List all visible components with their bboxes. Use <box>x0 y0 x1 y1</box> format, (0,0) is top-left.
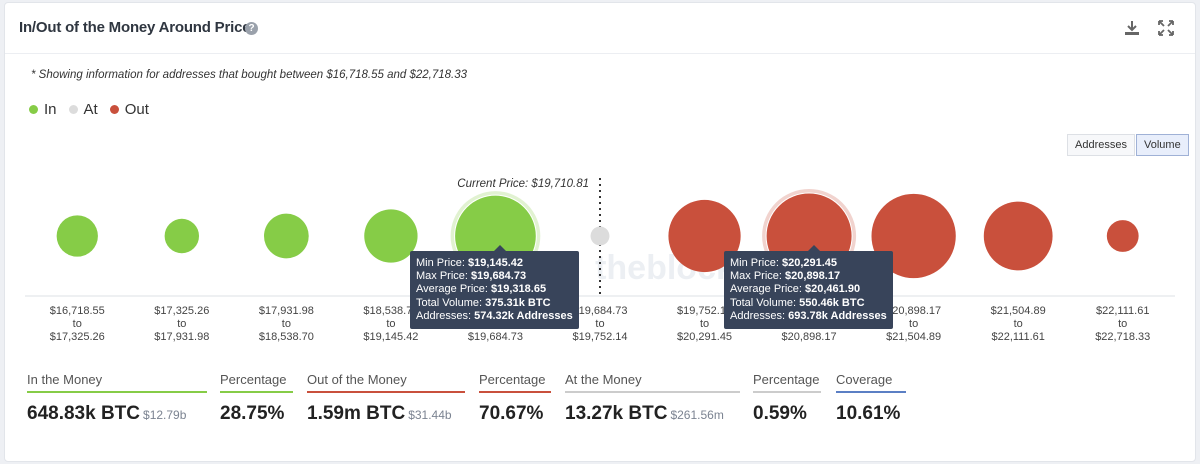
card-header: In/Out of the Money Around Price ? <box>5 3 1195 54</box>
x-tick-from: $17,325.26 <box>154 305 209 317</box>
bubble-out <box>983 201 1053 271</box>
stat-6: Coverage 10.61% <box>836 372 906 425</box>
x-tick-to-value: $17,325.26 <box>50 331 105 343</box>
legend-out-label: Out <box>124 101 149 118</box>
expand-icon[interactable] <box>1157 19 1175 37</box>
bubble-out <box>668 199 741 273</box>
x-tick-from: $17,931.98 <box>259 305 314 317</box>
tooltip-in: Min Price: $19,145.42 Max Price: $19,684… <box>410 244 579 330</box>
x-tick-to-value: $20,291.45 <box>677 331 732 343</box>
stat-label: Coverage <box>836 372 906 393</box>
x-tick-to-value: $22,718.33 <box>1095 331 1150 343</box>
legend-at[interactable]: At <box>68 101 98 118</box>
x-tick-to-value: $20,898.17 <box>782 331 837 343</box>
stat-label: In the Money <box>27 372 207 393</box>
bubble-in <box>264 213 309 259</box>
x-tick-to: to <box>700 318 709 330</box>
range-note: * Showing information for addresses that… <box>31 69 468 81</box>
stat-label: Percentage <box>220 372 293 393</box>
x-tick-from: $18,538.70 <box>363 305 418 317</box>
x-tick-to: to <box>909 318 918 330</box>
stat-value: 1.59m BTC $31.44b <box>307 403 452 424</box>
legend-in[interactable]: In <box>29 101 57 118</box>
x-tick-from: $19,752.14 <box>677 305 732 317</box>
stat-sub-value: $12.79b <box>143 408 187 422</box>
x-tick-to-value: $18,538.70 <box>259 331 314 343</box>
bubble-in <box>164 218 200 254</box>
chart-card: In/Out of the Money Around Price ? * Sho… <box>4 2 1196 462</box>
question-icon[interactable]: ? <box>245 22 258 35</box>
x-tick-from: $21,504.89 <box>991 305 1046 317</box>
stat-value: 28.75% <box>220 403 285 424</box>
stat-3: Percentage 70.67% <box>479 372 551 425</box>
x-tick-to: to <box>177 318 186 330</box>
bubble-in <box>364 209 418 263</box>
out-dot-icon <box>109 105 119 114</box>
volume-toggle[interactable]: Volume <box>1136 134 1189 156</box>
legend-out[interactable]: Out <box>109 101 149 118</box>
in-dot-icon <box>29 105 38 114</box>
stat-value: 0.59% <box>753 403 807 424</box>
at-dot-icon <box>68 105 78 114</box>
stat-label: Out of the Money <box>307 372 465 393</box>
tooltip-out: Min Price: $20,291.45 Max Price: $20,898… <box>724 244 893 330</box>
x-tick-to-value: $19,752.14 <box>572 331 627 343</box>
x-tick-to-value: $19,145.42 <box>363 331 418 343</box>
x-tick-to: to <box>73 318 82 330</box>
bubble-at <box>590 226 610 246</box>
x-tick-to: to <box>1014 318 1023 330</box>
legend-in-label: In <box>44 101 57 118</box>
stat-label: Percentage <box>479 372 551 393</box>
x-tick-to-value: $19,684.73 <box>468 331 523 343</box>
stat-2: Out of the Money 1.59m BTC $31.44b <box>307 372 465 425</box>
legend-at-label: At <box>83 101 98 118</box>
x-tick-to-value: $22,111.61 <box>991 331 1044 343</box>
stat-value: 648.83k BTC $12.79b <box>27 403 187 424</box>
stat-1: Percentage 28.75% <box>220 372 293 425</box>
stat-sub-value: $31.44b <box>408 408 452 422</box>
current-price-label: Current Price: $19,710.81 <box>457 178 589 190</box>
stat-label: At the Money <box>565 372 740 393</box>
legend: In At Out <box>29 101 149 118</box>
x-tick-to: to <box>386 318 395 330</box>
x-tick-to: to <box>595 318 604 330</box>
download-icon[interactable] <box>1123 19 1141 37</box>
stat-label: Percentage <box>753 372 821 393</box>
stat-0: In the Money 648.83k BTC $12.79b <box>27 372 207 425</box>
stat-value: 70.67% <box>479 403 544 424</box>
x-tick-to-value: $17,931.98 <box>154 331 209 343</box>
x-tick-to: to <box>1118 318 1127 330</box>
card-title: In/Out of the Money Around Price <box>19 19 251 36</box>
bubble-out <box>1106 220 1139 252</box>
stat-value: 13.27k BTC $261.56m <box>565 403 724 424</box>
bubble-in <box>56 215 98 257</box>
stat-sub-value: $261.56m <box>670 408 724 422</box>
x-tick-from: $20,898.17 <box>886 305 941 317</box>
stat-4: At the Money 13.27k BTC $261.56m <box>565 372 740 425</box>
x-tick-to-value: $21,504.89 <box>886 331 941 343</box>
x-tick-from: $22,111.61 <box>1096 305 1149 317</box>
x-tick-from: $19,684.73 <box>572 305 627 317</box>
stat-5: Percentage 0.59% <box>753 372 821 425</box>
x-tick-from: $16,718.55 <box>50 305 105 317</box>
addresses-toggle[interactable]: Addresses <box>1067 134 1135 156</box>
x-tick-to: to <box>282 318 291 330</box>
stat-value: 10.61% <box>836 403 901 424</box>
